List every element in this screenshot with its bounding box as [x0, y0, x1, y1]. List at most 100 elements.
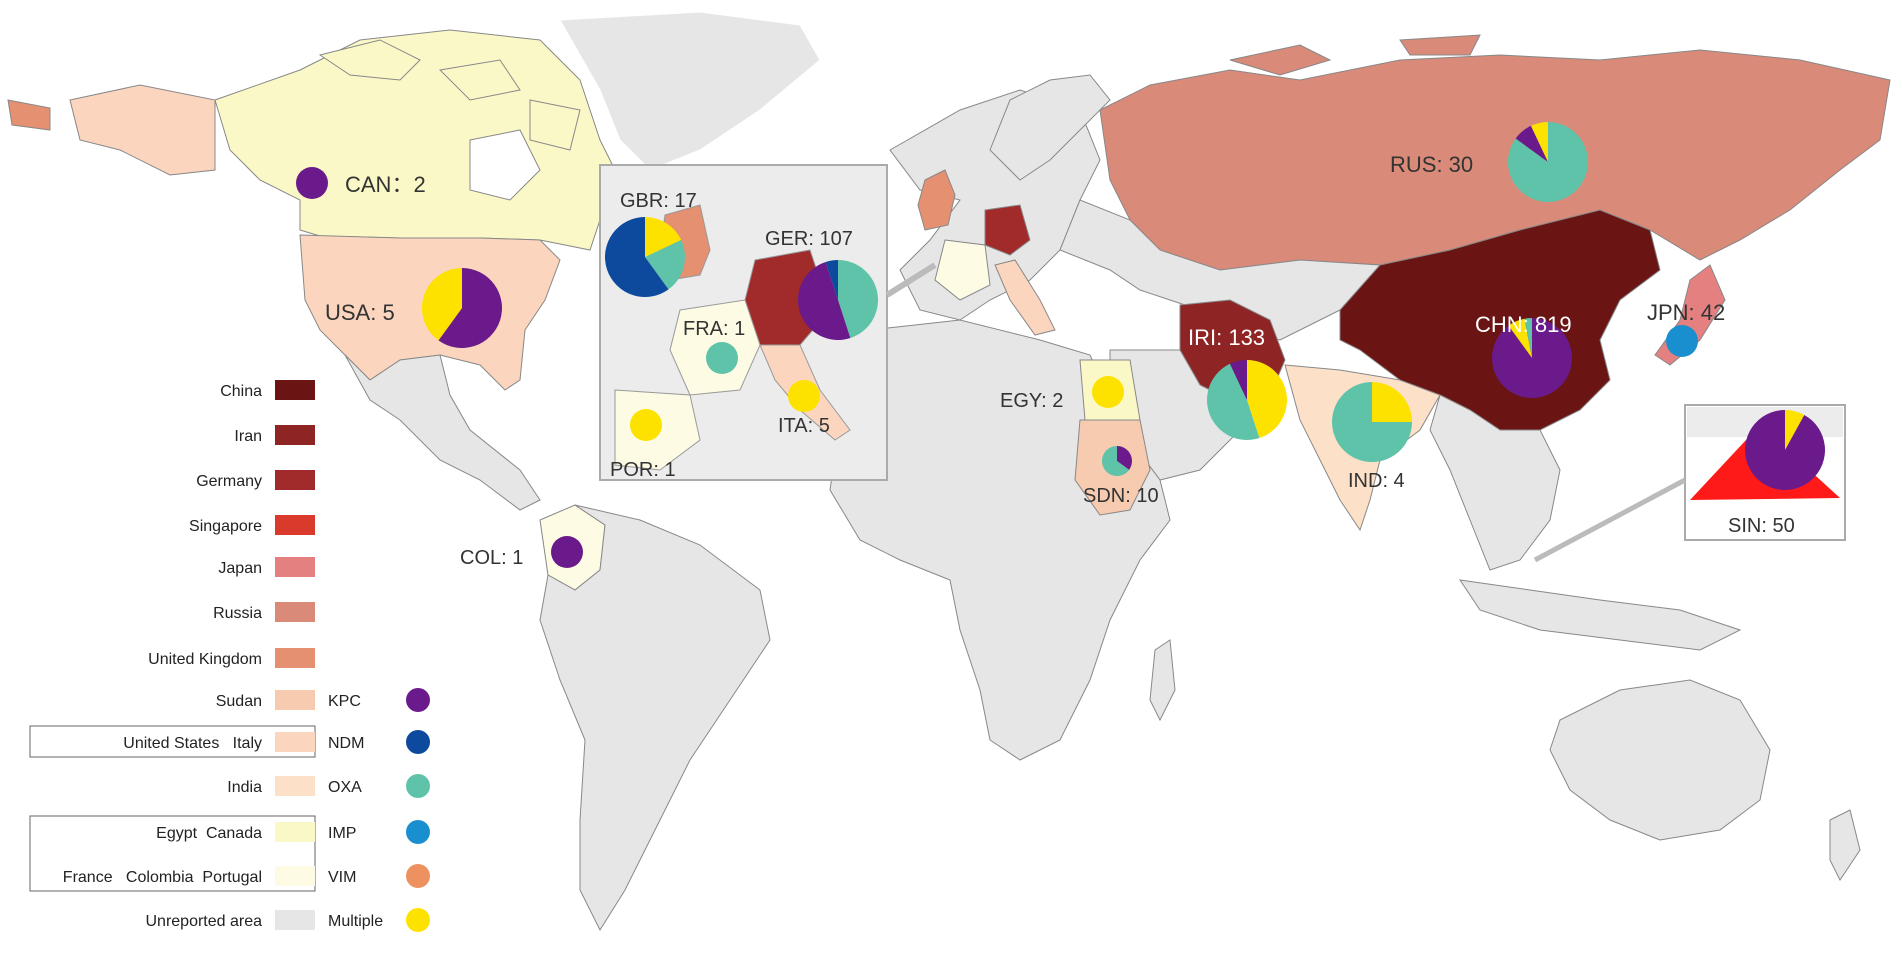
uk-small: [917, 169, 956, 231]
legend-swatch-0: [275, 380, 315, 400]
markers: [296, 122, 1825, 568]
legend-country-label-0: China: [220, 383, 262, 400]
legend-swatch-5: [275, 602, 315, 622]
legend-gene-label-oxa: OXA: [328, 779, 362, 796]
legend-swatch-7: [275, 690, 315, 710]
legend-country-label-7: Sudan: [216, 693, 262, 710]
label-sdn: SDN: 10: [1083, 485, 1159, 507]
pie-sin-slice-multiple: [1785, 410, 1805, 450]
label-can: CAN：2: [345, 172, 426, 197]
legend-genes: KPC NDM OXA IMP VIM Multiple: [328, 688, 430, 932]
label-gbr: GBR: 17: [620, 190, 697, 212]
legend-country-label-10: Egypt Canada: [156, 825, 262, 842]
pie-rus-slice-kpc: [1515, 125, 1548, 162]
new-zealand: [1829, 809, 1861, 881]
marker-ita: [788, 380, 820, 412]
legend-swatch-11: [275, 866, 315, 886]
pie-ger-slice-kpc: [798, 261, 851, 340]
label-usa: USA: 5: [325, 300, 395, 325]
legend-swatch-6: [275, 648, 315, 668]
legend-gene-label-ndm: NDM: [328, 735, 364, 752]
canada-islands: [318, 39, 581, 151]
pie-sdn-slice-oxa: [1102, 446, 1130, 477]
label-chn: CHN: 819: [1475, 312, 1572, 337]
label-sin: SIN: 50: [1728, 515, 1795, 537]
pie-chn-slice-multiple: [1508, 318, 1532, 358]
label-col: COL: 1: [460, 547, 523, 569]
legend-swatch-2: [275, 470, 315, 490]
pie-usa-slice-kpc: [438, 268, 502, 348]
scandinavia: [989, 74, 1111, 181]
indonesia: [1458, 579, 1742, 651]
legend-frame-light: [29, 815, 316, 892]
label-fra: FRA: 1: [683, 318, 745, 340]
marker-egy: [1092, 376, 1124, 408]
marker-col: [551, 536, 583, 568]
pie-gbr-slice-oxa: [645, 239, 685, 290]
label-ger: GER: 107: [765, 228, 853, 250]
southeast-asia: [1429, 394, 1561, 571]
legend-countries: China Iran Germany Singapore Japan Russia Unit…: [63, 380, 315, 930]
alaska: [69, 84, 216, 176]
legend-country-label-12: Unreported area: [145, 913, 262, 930]
legend-swatch-9: [275, 776, 315, 796]
pie-iri-slice-kpc: [1229, 360, 1247, 400]
australia: [1549, 679, 1771, 841]
pie-gbr-slice-ndm: [605, 217, 669, 298]
legend-gene-marker-kpc: [406, 688, 430, 712]
label-jpn: JPN: 42: [1647, 300, 1725, 325]
legend-country-label-8: United States Italy: [123, 735, 262, 752]
mexico: [344, 354, 541, 511]
legend-gene-label-vim: VIM: [328, 869, 356, 886]
legend-country-label-2: Germany: [196, 473, 262, 490]
legend-country-label-3: Singapore: [189, 518, 262, 535]
legend-gene-marker-vim: [406, 864, 430, 888]
pie-chn-slice-oxa: [1524, 318, 1532, 358]
pie-ger-slice-oxa: [838, 260, 878, 339]
legend-swatch-3: [275, 515, 315, 535]
marker-can: [296, 167, 328, 199]
legend-swatch-4: [275, 557, 315, 577]
south-america: [539, 504, 771, 932]
pie-ind-slice-multiple: [1372, 382, 1412, 422]
legend-country-label-11: France Colombia Portugal: [63, 869, 262, 886]
pie-rus-slice-multiple: [1530, 122, 1548, 162]
legend-gene-marker-imp: [406, 820, 430, 844]
legend-country-label-1: Iran: [234, 428, 262, 445]
label-ind: IND: 4: [1348, 470, 1405, 492]
legend-gene-marker-ndm: [406, 730, 430, 754]
legend-country-label-9: India: [227, 779, 262, 796]
germany-small: [984, 204, 1031, 256]
legend-swatch-12: [275, 910, 315, 930]
legend-swatch-10: [275, 822, 315, 842]
legend-gene-marker-multiple: [406, 908, 430, 932]
legend-country-label-6: United Kingdom: [148, 651, 262, 668]
pie-ger-slice-ndm: [825, 260, 838, 300]
china: [1339, 209, 1661, 431]
legend-gene-label-multiple: Multiple: [328, 913, 383, 930]
greenland: [559, 11, 821, 171]
italy-small: [994, 259, 1056, 336]
label-rus: RUS: 30: [1390, 152, 1473, 177]
label-iri: IRI: 133: [1188, 325, 1265, 350]
label-ita: ITA: 5: [778, 415, 830, 437]
pie-ind-slice-oxa: [1332, 382, 1412, 462]
pie-usa-slice-multiple: [422, 268, 462, 341]
alaska-west: [7, 99, 51, 131]
marker-fra: [706, 342, 738, 374]
label-por: POR: 1: [610, 459, 676, 481]
legend-country-label-4: Japan: [218, 560, 262, 577]
marker-por: [630, 409, 662, 441]
pie-iri-slice-oxa: [1207, 363, 1260, 441]
pie-gbr-slice-multiple: [645, 217, 682, 257]
legend-gene-marker-oxa: [406, 774, 430, 798]
legend-country-label-5: Russia: [213, 605, 262, 622]
russia-north-island: [1229, 34, 1481, 76]
legend-gene-label-imp: IMP: [328, 825, 356, 842]
pie-iri-slice-multiple: [1247, 360, 1287, 439]
marker-jpn: [1666, 325, 1698, 357]
label-egy: EGY: 2: [1000, 390, 1063, 412]
hudson-bay: [469, 129, 541, 201]
france-small: [934, 239, 991, 301]
